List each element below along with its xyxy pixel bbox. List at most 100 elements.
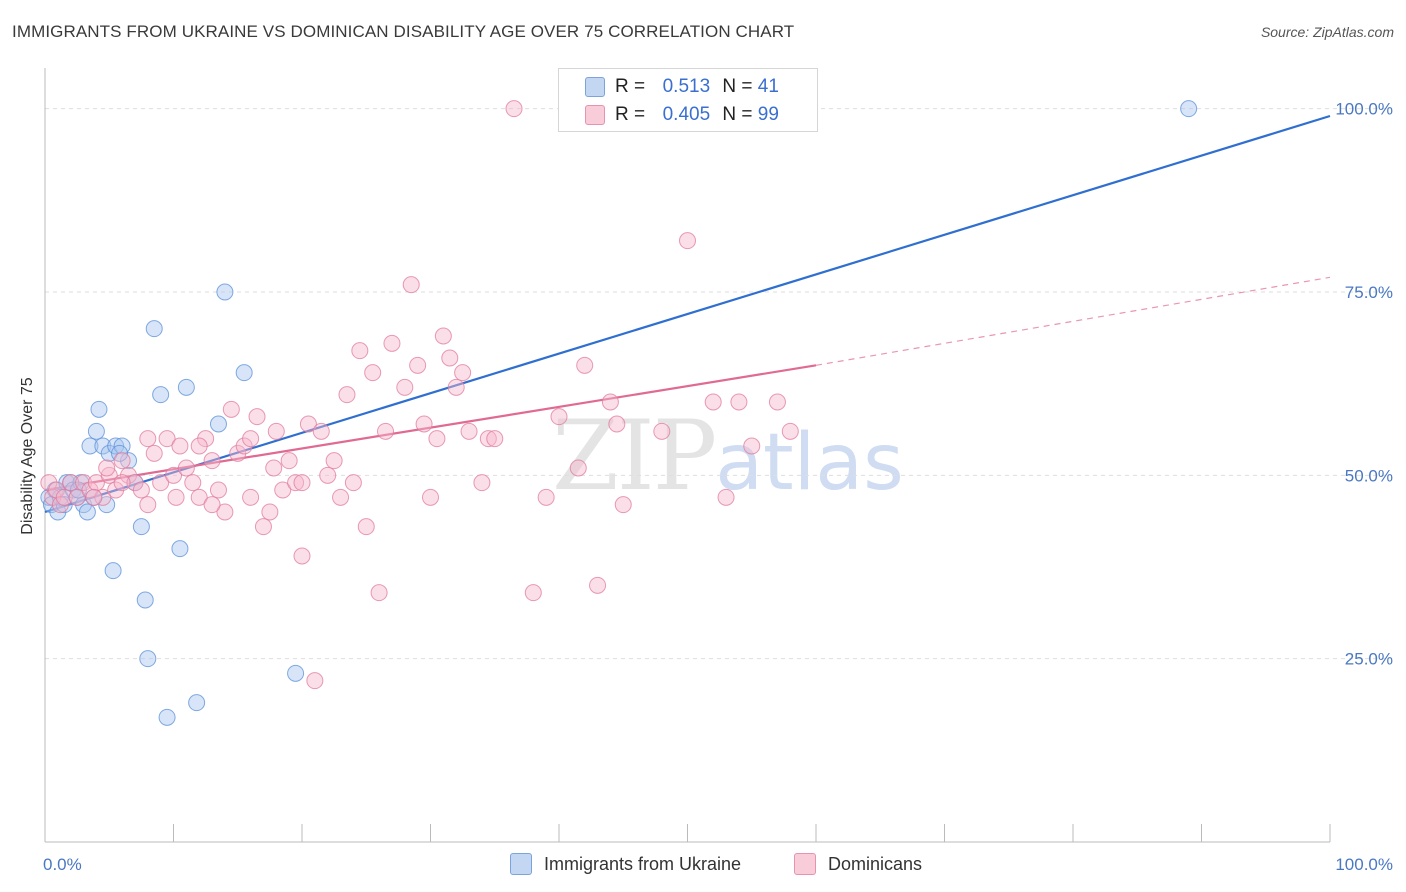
legend-r-value: 0.513 [662, 76, 711, 97]
axes [44, 68, 1331, 843]
point-dominicans [383, 334, 401, 352]
bottom-legend-swatch-ukraine [510, 853, 532, 875]
point-dominicans [743, 437, 761, 455]
point-dominicans [479, 430, 497, 448]
point-dominicans [312, 422, 330, 440]
point-dominicans [242, 488, 260, 506]
point-dominicans [601, 393, 619, 411]
point-dominicans [364, 364, 382, 382]
point-dominicans [293, 547, 311, 565]
point-dominicans [190, 437, 208, 455]
y-tick-label: 75.0% [1345, 283, 1393, 302]
point-dominicans [139, 430, 157, 448]
y-tick-label: 25.0% [1345, 650, 1393, 669]
point-dominicans [524, 584, 542, 602]
point-dominicans [377, 422, 395, 440]
point-dominicans [505, 100, 523, 118]
point-dominicans [265, 459, 283, 477]
point-dominicans [351, 342, 369, 360]
point-dominicans [614, 496, 632, 514]
point-dominicans [486, 430, 504, 448]
legend-row-ukraine: R = 0.513 N = 41 [585, 75, 779, 99]
point-dominicans [679, 232, 696, 250]
point-dominicans [94, 488, 112, 506]
bottom-legend-ukraine: Immigrants from Ukraine [510, 852, 741, 876]
legend-r-label: R = [615, 76, 646, 97]
bottom-legend-label-dominicans: Dominicans [828, 853, 923, 874]
point-dominicans [454, 364, 472, 382]
legend-row-dominicans: R = 0.405 N = 99 [585, 103, 779, 127]
point-dominicans [167, 488, 185, 506]
grid-lines [45, 108, 1392, 660]
point-dominicans [171, 437, 189, 455]
y-tick-label: 50.0% [1345, 466, 1393, 485]
point-dominicans [730, 393, 748, 411]
point-dominicans [717, 488, 735, 506]
point-dominicans [280, 452, 298, 470]
legend-r-label: R = [615, 104, 646, 125]
y-axis-label: Disability Age Over 75 [19, 377, 36, 535]
point-ukraine [209, 415, 227, 433]
point-dominicans [344, 474, 362, 492]
trend-line-dominicans [44, 364, 817, 492]
point-ukraine [235, 364, 253, 382]
point-dominicans [768, 393, 786, 411]
point-dominicans [473, 474, 491, 492]
point-dominicans [422, 488, 439, 506]
point-dominicans [576, 356, 594, 374]
point-dominicans [98, 459, 116, 477]
legend-swatch-ukraine [585, 77, 605, 97]
point-dominicans [550, 408, 568, 426]
point-dominicans [434, 327, 452, 345]
point-dominicans [299, 415, 317, 433]
point-ukraine [136, 591, 154, 609]
point-dominicans [319, 466, 337, 484]
legend-n-label: N = [722, 104, 753, 125]
trend-lines [44, 114, 1331, 514]
point-dominicans [190, 488, 208, 506]
point-ukraine [1180, 100, 1198, 118]
chart-title: IMMIGRANTS FROM UKRAINE VS DOMINICAN DIS… [12, 22, 795, 41]
point-ukraine [100, 444, 118, 462]
point-dominicans [145, 444, 163, 462]
point-dominicans [409, 356, 427, 374]
point-dominicans [261, 503, 279, 521]
point-dominicans [332, 488, 350, 506]
point-dominicans [87, 474, 105, 492]
data-points [40, 100, 1198, 726]
point-ukraine [120, 452, 138, 470]
point-dominicans [126, 474, 144, 492]
point-dominicans [177, 459, 195, 477]
point-dominicans [55, 488, 73, 506]
point-dominicans [254, 518, 272, 536]
point-dominicans [569, 459, 587, 477]
point-dominicans [274, 481, 292, 499]
point-dominicans [781, 422, 799, 440]
point-ukraine [171, 540, 189, 558]
legend-n-label: N = [722, 76, 753, 97]
point-ukraine [152, 386, 170, 404]
point-dominicans [235, 437, 253, 455]
x-tick-label-min: 0.0% [43, 855, 82, 874]
point-dominicans [537, 488, 555, 506]
source-credit: Source: ZipAtlas.com [1260, 24, 1394, 40]
point-dominicans [216, 503, 234, 521]
point-dominicans [370, 584, 388, 602]
point-dominicans [132, 481, 150, 499]
bottom-legend-dominicans: Dominicans [794, 852, 922, 876]
point-ukraine [78, 503, 96, 521]
point-dominicans [428, 430, 446, 448]
point-ukraine [177, 378, 195, 396]
legend-r-value: 0.405 [662, 104, 711, 125]
y-tick-label: 100.0% [1335, 100, 1393, 119]
watermark-atlas: atlas [715, 418, 904, 508]
point-ukraine [287, 664, 305, 682]
point-dominicans [704, 393, 722, 411]
bottom-legend-label-ukraine: Immigrants from Ukraine [544, 853, 742, 874]
stats-legend: R = 0.513 N = 41 R = 0.405 N = 99 [558, 68, 818, 132]
point-ukraine [139, 650, 157, 668]
point-dominicans [589, 576, 607, 594]
point-ukraine [81, 437, 99, 455]
point-dominicans [197, 430, 215, 448]
